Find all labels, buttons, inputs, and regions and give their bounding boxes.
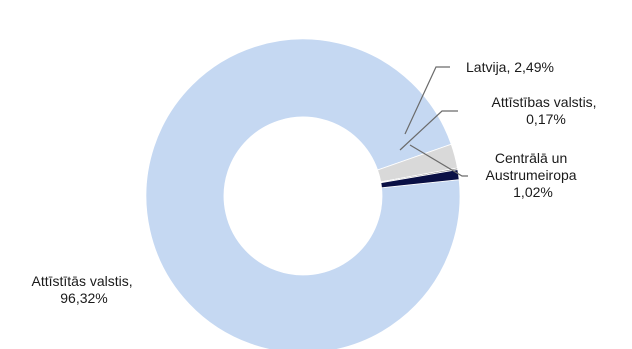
slice-label-line: 96,32% [60, 290, 107, 306]
slice-label-line: Attīstības valstis, [492, 94, 597, 110]
slice-label-attistibas: Attīstības valstis, 0,17% [492, 94, 601, 127]
slice-centrala [380, 169, 460, 189]
slice-label-line: 1,02% [513, 184, 553, 200]
slice-label-attistitas: Attīstītās valstis, 96,32% [31, 273, 136, 306]
slice-label-line: 0,17% [526, 111, 566, 127]
slice-label-line: Centrālā un [495, 150, 567, 166]
slice-label-line: Austrumeiropa [486, 167, 577, 183]
leader-line-latvija [404, 66, 450, 135]
slice-attistitas [145, 38, 461, 349]
leader-line-attistibas [399, 110, 458, 151]
slice-label-latvija: Latvija, 2,49% [466, 59, 554, 75]
slice-label-line: Latvija, 2,49% [466, 59, 554, 75]
leader-line-centrala [409, 144, 468, 177]
slice-label-centrala: Centrālā un Austrumeiropa 1,02% [486, 150, 581, 200]
donut-slices [145, 38, 461, 349]
slice-label-line: Attīstītās valstis, [31, 273, 132, 289]
